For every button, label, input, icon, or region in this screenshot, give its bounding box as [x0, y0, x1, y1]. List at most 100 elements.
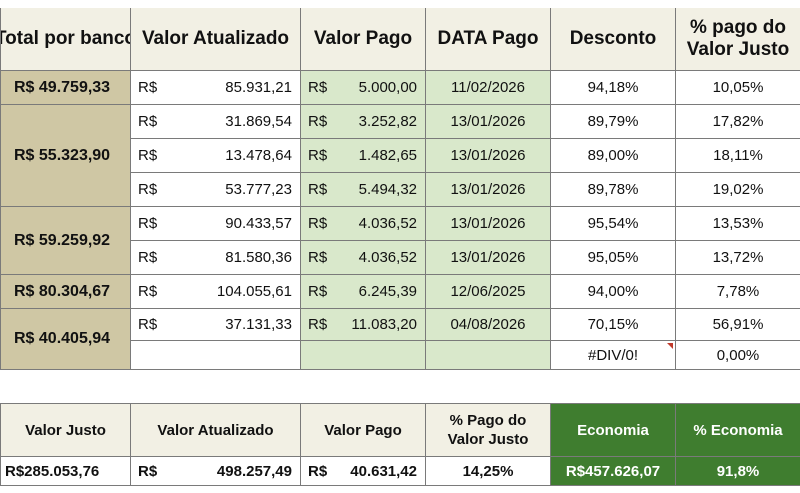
cell-value: 13/01/2026: [450, 147, 526, 164]
cell-valor-pago[interactable]: R$ 11.083,20: [300, 308, 425, 340]
cell-value: 7,78%: [716, 283, 760, 300]
summary-header-valor-pago[interactable]: Valor Pago: [300, 403, 425, 456]
header-label: Valor Pago: [324, 421, 402, 439]
cell-valor-pago[interactable]: R$ 1.482,65: [300, 138, 425, 172]
cell-desconto[interactable]: 95,05%: [550, 240, 675, 274]
cell-value: 91,8%: [716, 462, 760, 480]
cell-data-pago[interactable]: 13/01/2026: [425, 206, 550, 240]
summary-pct-economia[interactable]: 91,8%: [675, 456, 800, 486]
cell-data-pago[interactable]: 04/08/2026: [425, 308, 550, 340]
cell-valor-atualizado[interactable]: R$ 31.869,54: [130, 104, 300, 138]
cell-desconto[interactable]: 70,15%: [550, 308, 675, 340]
cell-valor-atualizado[interactable]: R$ 13.478,64: [130, 138, 300, 172]
summary-valor-justo[interactable]: R$285.053,76: [0, 456, 130, 486]
cell-valor-pago[interactable]: R$ 5.000,00: [300, 70, 425, 104]
currency-symbol: R$: [308, 79, 328, 96]
summary-valor-pago[interactable]: R$ 40.631,42: [300, 456, 425, 486]
bank-total-cell[interactable]: R$ 49.759,33: [0, 70, 130, 104]
currency-symbol: R$: [138, 181, 158, 198]
cell-pct-pago[interactable]: 7,78%: [675, 274, 800, 308]
currency-symbol: R$: [308, 283, 328, 300]
cell-pct-pago[interactable]: 18,11%: [675, 138, 800, 172]
cell-value: 31.869,54: [225, 113, 292, 130]
cell-value: 14,25%: [462, 462, 514, 480]
cell-valor-atualizado[interactable]: R$ 37.131,33: [130, 308, 300, 340]
cell-value: 18,11%: [713, 147, 763, 164]
cell-pct-pago[interactable]: 17,82%: [675, 104, 800, 138]
summary-header-pct-pago-valor-justo[interactable]: % Pago do Valor Justo: [425, 403, 550, 456]
cell-desconto[interactable]: 89,79%: [550, 104, 675, 138]
cell-valor-pago[interactable]: R$ 3.252,82: [300, 104, 425, 138]
cell-data-pago[interactable]: 11/02/2026: [425, 70, 550, 104]
bank-total-cell[interactable]: R$ 59.259,92: [0, 206, 130, 274]
cell-valor-atualizado[interactable]: R$ 90.433,57: [130, 206, 300, 240]
cell-data-pago[interactable]: [425, 340, 550, 370]
cell-valor-pago[interactable]: R$ 4.036,52: [300, 206, 425, 240]
cell-value: R$457.626,07: [565, 462, 661, 480]
summary-header-pct-economia[interactable]: % Economia: [675, 403, 800, 456]
cell-value: 13/01/2026: [450, 113, 526, 130]
cell-value: 4.036,52: [358, 249, 417, 266]
summary-valor-atualizado[interactable]: R$ 498.257,49: [130, 456, 300, 486]
header-data-pago[interactable]: DATA Pago: [425, 8, 550, 70]
cell-data-pago[interactable]: 13/01/2026: [425, 240, 550, 274]
cell-valor-atualizado[interactable]: R$ 104.055,61: [130, 274, 300, 308]
currency-symbol: R$: [308, 147, 328, 164]
cell-valor-atualizado[interactable]: [130, 340, 300, 370]
cell-value: 3.252,82: [358, 113, 417, 130]
cell-desconto[interactable]: 95,54%: [550, 206, 675, 240]
cell-value: 90.433,57: [225, 215, 292, 232]
cell-desconto[interactable]: 94,00%: [550, 274, 675, 308]
cell-value: 12/06/2025: [450, 283, 526, 300]
cell-value: 13.478,64: [225, 147, 292, 164]
cell-valor-atualizado[interactable]: R$ 53.777,23: [130, 172, 300, 206]
cell-valor-atualizado[interactable]: R$ 81.580,36: [130, 240, 300, 274]
cell-data-pago[interactable]: 12/06/2025: [425, 274, 550, 308]
cell-pct-pago[interactable]: 10,05%: [675, 70, 800, 104]
summary-pct-pago-valor-justo[interactable]: 14,25%: [425, 456, 550, 486]
cell-pct-pago[interactable]: 19,02%: [675, 172, 800, 206]
currency-symbol: R$: [138, 215, 158, 232]
cell-value: 53.777,23: [225, 181, 292, 198]
cell-data-pago[interactable]: 13/01/2026: [425, 138, 550, 172]
cell-desconto[interactable]: #DIV/0!: [550, 340, 675, 370]
summary-header-economia[interactable]: Economia: [550, 403, 675, 456]
cell-data-pago[interactable]: 13/01/2026: [425, 104, 550, 138]
cell-pct-pago[interactable]: 56,91%: [675, 308, 800, 340]
cell-valor-atualizado[interactable]: R$ 85.931,21: [130, 70, 300, 104]
cell-desconto[interactable]: 89,78%: [550, 172, 675, 206]
cell-valor-pago[interactable]: [300, 340, 425, 370]
header-desconto[interactable]: Desconto: [550, 8, 675, 70]
header-pct-pago-valor-justo[interactable]: % pago do Valor Justo: [675, 8, 800, 70]
header-label: Desconto: [569, 28, 657, 49]
cell-desconto[interactable]: 89,00%: [550, 138, 675, 172]
summary-header-valor-justo[interactable]: Valor Justo: [0, 403, 130, 456]
cell-pct-pago[interactable]: 0,00%: [675, 340, 800, 370]
cell-value: #DIV/0!: [587, 346, 639, 364]
summary-economia[interactable]: R$457.626,07: [550, 456, 675, 486]
currency-symbol: R$: [138, 283, 158, 300]
cell-value: 56,91%: [712, 316, 764, 333]
cell-pct-pago[interactable]: 13,72%: [675, 240, 800, 274]
cell-data-pago[interactable]: 13/01/2026: [425, 172, 550, 206]
cell-value: 104.055,61: [216, 283, 292, 300]
bank-total-cell[interactable]: R$ 55.323,90: [0, 104, 130, 206]
cell-value: 13/01/2026: [450, 249, 526, 266]
cell-valor-pago[interactable]: R$ 6.245,39: [300, 274, 425, 308]
header-total-por-banco[interactable]: Total por banco: [0, 8, 130, 70]
cell-value: 89,78%: [587, 181, 639, 198]
header-valor-atualizado[interactable]: Valor Atualizado: [130, 8, 300, 70]
cell-value: 89,00%: [587, 147, 639, 164]
cell-value: 11.083,20: [351, 316, 417, 333]
header-valor-pago[interactable]: Valor Pago: [300, 8, 425, 70]
cell-valor-pago[interactable]: R$ 4.036,52: [300, 240, 425, 274]
cell-pct-pago[interactable]: 13,53%: [675, 206, 800, 240]
bank-total-cell[interactable]: R$ 80.304,67: [0, 274, 130, 308]
header-label: % Pago do Valor Justo: [447, 412, 529, 448]
summary-header-valor-atualizado[interactable]: Valor Atualizado: [130, 403, 300, 456]
bank-total-cell[interactable]: R$ 40.405,94: [0, 308, 130, 370]
cell-valor-pago[interactable]: R$ 5.494,32: [300, 172, 425, 206]
cell-value: 13/01/2026: [450, 215, 526, 232]
cell-desconto[interactable]: 94,18%: [550, 70, 675, 104]
